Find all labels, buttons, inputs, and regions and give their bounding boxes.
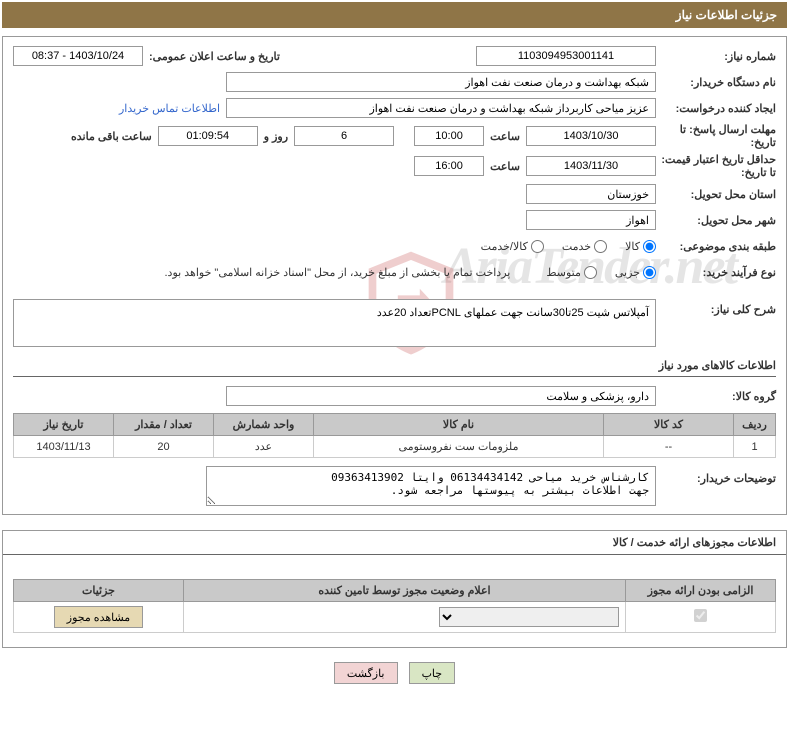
pt-small-option[interactable]: جزیی <box>615 266 656 279</box>
pt-small-radio[interactable] <box>643 266 656 279</box>
category-radio-group: کالا خدمت کالا/خدمت <box>481 240 656 253</box>
license-row: مشاهده مجوز <box>14 602 776 633</box>
reply-deadline-time <box>414 126 484 146</box>
pt-medium-option[interactable]: متوسط <box>546 266 597 279</box>
purchase-type-label: نوع فرآیند خرید: <box>656 266 776 279</box>
col-date: تاریخ نیاز <box>14 414 114 436</box>
category-service-radio[interactable] <box>594 240 607 253</box>
pt-medium-label: متوسط <box>546 266 581 279</box>
back-button[interactable]: بازگشت <box>334 662 398 684</box>
price-validity-time-label: ساعت <box>484 160 526 173</box>
licenses-panel-title: اطلاعات مجوزهای ارائه خدمت / کالا <box>3 531 786 555</box>
licenses-table: الزامی بودن ارائه مجوز اعلام وضعیت مجوز … <box>13 579 776 633</box>
buyer-notes-label: توضیحات خریدار: <box>656 466 776 485</box>
view-license-button[interactable]: مشاهده مجوز <box>54 606 143 628</box>
cell-row: 1 <box>734 436 776 458</box>
buyer-notes-value <box>206 466 656 506</box>
lic-col-mandatory: الزامی بودن ارائه مجوز <box>626 580 776 602</box>
days-remaining <box>294 126 394 146</box>
requester-value <box>226 98 656 118</box>
requester-label: ایجاد کننده درخواست: <box>656 102 776 115</box>
lic-status-select[interactable] <box>439 607 619 627</box>
announce-date-value <box>13 46 143 66</box>
delivery-city-value <box>526 210 656 230</box>
pt-medium-radio[interactable] <box>584 266 597 279</box>
goods-group-value <box>226 386 656 406</box>
lic-col-details: جزئیات <box>14 580 184 602</box>
goods-group-label: گروه کالا: <box>656 390 776 403</box>
pt-small-label: جزیی <box>615 266 640 279</box>
price-validity-date <box>526 156 656 176</box>
delivery-city-label: شهر محل تحویل: <box>656 214 776 227</box>
col-unit: واحد شمارش <box>214 414 314 436</box>
lic-details-cell: مشاهده مجوز <box>14 602 184 633</box>
time-remaining <box>158 126 258 146</box>
buyer-contact-link[interactable]: اطلاعات تماس خریدار <box>119 102 226 115</box>
cell-unit: عدد <box>214 436 314 458</box>
delivery-province-value <box>526 184 656 204</box>
lic-status-cell <box>184 602 626 633</box>
buyer-org-value <box>226 72 656 92</box>
licenses-panel: اطلاعات مجوزهای ارائه خدمت / کالا الزامی… <box>2 530 787 648</box>
print-button[interactable]: چاپ <box>409 662 456 684</box>
reply-time-label: ساعت <box>484 130 526 143</box>
reply-deadline-date <box>526 126 656 146</box>
category-goods-option[interactable]: کالا <box>625 240 656 253</box>
category-label: طبقه بندی موضوعی: <box>656 240 776 253</box>
announce-date-label: تاریخ و ساعت اعلان عمومی: <box>143 50 286 63</box>
cell-date: 1403/11/13 <box>14 436 114 458</box>
days-sep-label: روز و <box>258 130 294 143</box>
goods-table: ردیف کد کالا نام کالا واحد شمارش تعداد /… <box>13 413 776 458</box>
category-service-option[interactable]: خدمت <box>562 240 607 253</box>
category-service-label: خدمت <box>562 240 591 253</box>
col-code: کد کالا <box>604 414 734 436</box>
col-qty: تعداد / مقدار <box>114 414 214 436</box>
category-both-label: کالا/خدمت <box>481 240 528 253</box>
need-desc-value <box>13 299 656 347</box>
col-name: نام کالا <box>314 414 604 436</box>
category-both-option[interactable]: کالا/خدمت <box>481 240 544 253</box>
remain-suffix: ساعت باقی مانده <box>65 130 158 143</box>
buyer-org-label: نام دستگاه خریدار: <box>656 76 776 89</box>
category-goods-radio[interactable] <box>643 240 656 253</box>
category-both-radio[interactable] <box>531 240 544 253</box>
category-goods-label: کالا <box>625 240 640 253</box>
main-form-panel: AriaTender.net شماره نیاز: تاریخ و ساعت … <box>2 36 787 515</box>
goods-info-title: اطلاعات کالاهای مورد نیاز <box>13 359 776 377</box>
cell-code: -- <box>604 436 734 458</box>
treasury-note: پرداخت تمام یا بخشی از مبلغ خرید، از محل… <box>165 266 517 279</box>
lic-mandatory-cell <box>626 602 776 633</box>
price-validity-time <box>414 156 484 176</box>
reply-deadline-label: مهلت ارسال پاسخ: تا تاریخ: <box>656 123 776 149</box>
table-row: 1 -- ملزومات ست نفروستومی عدد 20 1403/11… <box>14 436 776 458</box>
need-number-label: شماره نیاز: <box>656 50 776 63</box>
need-desc-label: شرح کلی نیاز: <box>656 299 776 316</box>
need-number-value <box>476 46 656 66</box>
action-buttons: چاپ بازگشت <box>2 662 787 684</box>
price-validity-label: حداقل تاریخ اعتبار قیمت: تا تاریخ: <box>656 153 776 179</box>
purchase-type-radio-group: جزیی متوسط <box>546 266 656 279</box>
lic-col-status: اعلام وضعیت مجوز توسط تامین کننده <box>184 580 626 602</box>
cell-qty: 20 <box>114 436 214 458</box>
delivery-province-label: استان محل تحویل: <box>656 188 776 201</box>
lic-mandatory-checkbox <box>694 609 707 622</box>
panel-title: جزئیات اطلاعات نیاز <box>2 2 787 28</box>
cell-name: ملزومات ست نفروستومی <box>314 436 604 458</box>
col-row: ردیف <box>734 414 776 436</box>
